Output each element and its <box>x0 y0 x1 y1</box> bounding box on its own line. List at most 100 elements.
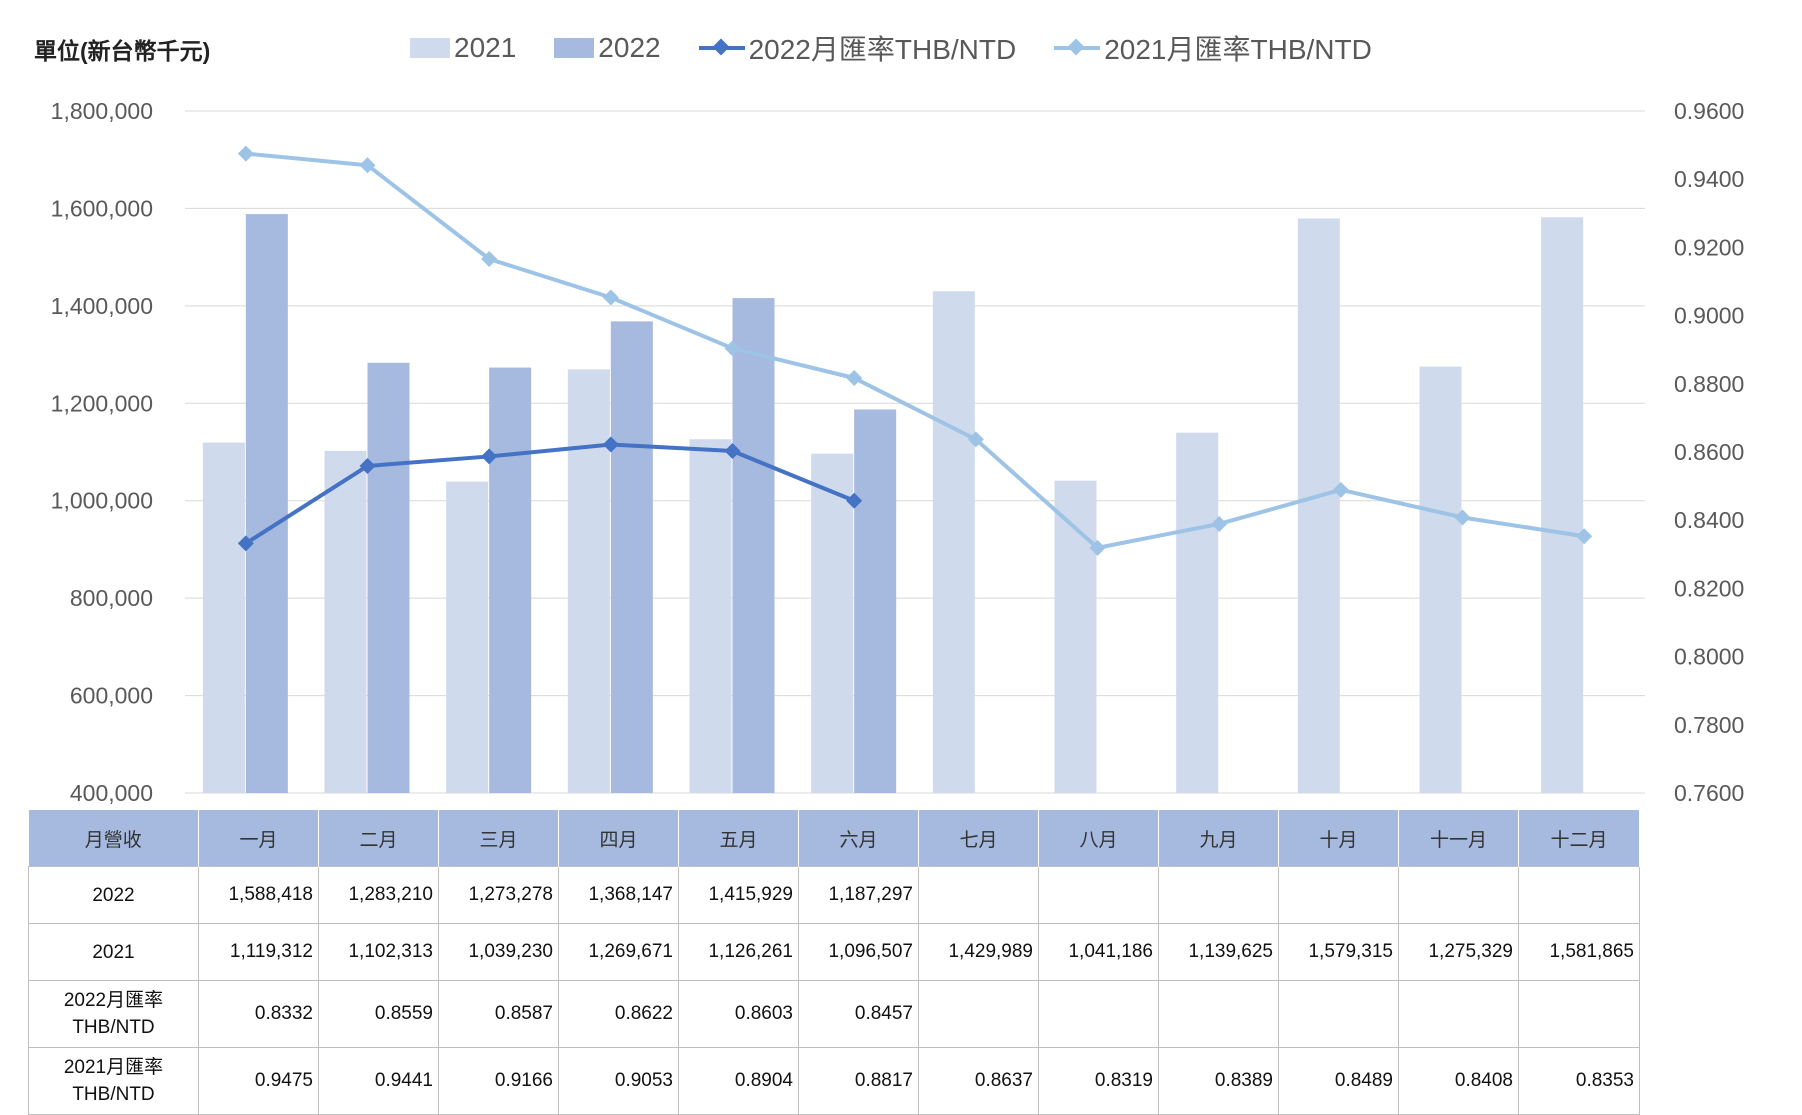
row-label: 2022月匯率 THB/NTD <box>28 980 199 1048</box>
line-marker <box>1576 528 1593 545</box>
table-cell <box>1158 866 1279 924</box>
row-label: 2021月匯率 THB/NTD <box>28 1047 199 1115</box>
combo-chart: 400,000 600,000 800,000 1,000,000 1,200,000 1… <box>51 98 1745 806</box>
row-label-line: 2021月匯率 <box>63 1057 164 1078</box>
table-row-2022-revenue: 2022 1,588,418 1,283,210 1,273,278 1,368… <box>28 866 1640 924</box>
bar-2021 <box>1176 432 1219 793</box>
month-header: 十一月 <box>1398 810 1519 867</box>
chart-legend: 2021 2022 2022月匯率THB/NTD 2021月匯率THB/NTD <box>410 28 1410 68</box>
table-cell: 1,126,261 <box>678 923 799 981</box>
month-header: 七月 <box>918 810 1039 867</box>
y-left-tick-label: 600,000 <box>70 683 153 709</box>
table-cell: 1,579,315 <box>1278 923 1399 981</box>
bar-2022 <box>854 409 897 793</box>
table-cell: 0.9475 <box>198 1047 319 1115</box>
legend-swatch-2022 <box>554 38 595 58</box>
bar-2021 <box>1054 480 1097 793</box>
table-cell <box>1398 866 1519 924</box>
line-marker <box>846 492 863 509</box>
table-cell: 1,039,230 <box>438 923 559 981</box>
table-cell: 0.8489 <box>1278 1047 1399 1115</box>
month-header: 三月 <box>438 810 559 867</box>
row-label: 2021 <box>28 923 199 981</box>
table-row-2021-revenue: 2021 1,119,312 1,102,313 1,039,230 1,269… <box>28 923 1640 981</box>
table-cell: 1,283,210 <box>318 866 439 924</box>
y-left-tick-label: 1,800,000 <box>51 98 153 124</box>
table-cell: 1,581,865 <box>1518 923 1640 981</box>
table-cell: 1,187,297 <box>798 866 919 924</box>
row-label-line: 2022月匯率 <box>63 990 164 1011</box>
bar-2021 <box>202 442 245 793</box>
table-cell <box>1038 866 1159 924</box>
legend-item-2021-rate: 2021月匯率THB/NTD <box>1054 28 1372 68</box>
table-cell: 0.8637 <box>918 1047 1039 1115</box>
month-header: 十二月 <box>1518 810 1640 867</box>
y-left-tick-label: 800,000 <box>70 585 153 611</box>
table-cell: 0.8457 <box>798 980 919 1048</box>
table-cell: 1,139,625 <box>1158 923 1279 981</box>
bar-2022 <box>610 321 653 793</box>
table-cell: 0.9166 <box>438 1047 559 1115</box>
month-header: 八月 <box>1038 810 1159 867</box>
bar-2021 <box>1541 217 1584 793</box>
month-header: 一月 <box>198 810 319 867</box>
bar-2021 <box>811 453 854 793</box>
line-marker <box>481 250 498 267</box>
table-cell: 0.8408 <box>1398 1047 1519 1115</box>
y-right-tick-label: 0.7800 <box>1674 712 1744 738</box>
table-cell: 0.8904 <box>678 1047 799 1115</box>
line-marker <box>967 431 984 448</box>
month-header: 六月 <box>798 810 919 867</box>
line-marker <box>1332 481 1349 498</box>
line-marker <box>237 145 254 162</box>
table-cell <box>1518 980 1640 1048</box>
month-header: 九月 <box>1158 810 1279 867</box>
table-cell: 1,588,418 <box>198 866 319 924</box>
legend-item-2022-rate: 2022月匯率THB/NTD <box>698 28 1017 68</box>
y-left-tick-label: 1,400,000 <box>51 293 153 319</box>
line-marker <box>1454 509 1471 526</box>
table-cell: 1,275,329 <box>1398 923 1519 981</box>
month-header: 五月 <box>678 810 799 867</box>
line-marker <box>359 457 376 474</box>
bar-2021 <box>1419 366 1462 793</box>
data-table: 月營收 一月 二月 三月 四月 五月 六月 七月 八月 九月 十月 十一月 十二… <box>28 810 1640 1115</box>
y-left-tick-label: 1,000,000 <box>51 488 153 514</box>
bar-2021 <box>446 481 489 793</box>
table-cell <box>1278 866 1399 924</box>
table-cell <box>918 980 1039 1048</box>
bar-2021 <box>932 291 975 793</box>
line-marker <box>1089 539 1106 556</box>
bar-2022 <box>489 367 532 793</box>
legend-label-2022-rate: 2022月匯率THB/NTD <box>748 34 1017 65</box>
legend-swatch-2021-rate <box>1054 38 1101 58</box>
month-header: 四月 <box>558 810 679 867</box>
table-cell: 1,119,312 <box>198 923 319 981</box>
line-marker <box>724 442 741 459</box>
line-series <box>245 151 1585 550</box>
y-left-tick-label: 1,200,000 <box>51 390 153 416</box>
line-marker <box>359 157 376 174</box>
table-cell: 0.8353 <box>1518 1047 1640 1115</box>
table-cell: 0.8332 <box>198 980 319 1048</box>
table-row-2022-rate: 2022月匯率 THB/NTD 0.8332 0.8559 0.8587 0.86… <box>28 980 1640 1048</box>
table-cell: 0.8603 <box>678 980 799 1048</box>
line-marker <box>602 289 619 306</box>
line-marker <box>724 340 741 357</box>
table-cell <box>1038 980 1159 1048</box>
table-cell <box>1278 980 1399 1048</box>
table-row-2021-rate: 2021月匯率 THB/NTD 0.9475 0.9441 0.9166 0.90… <box>28 1047 1640 1115</box>
bar-2022 <box>732 298 775 793</box>
table-cell: 0.9053 <box>558 1047 679 1115</box>
legend-label-2022: 2022 <box>598 32 661 63</box>
bar-2021 <box>567 369 610 793</box>
legend-swatch-2022-rate <box>698 38 745 58</box>
line-marker <box>846 370 863 387</box>
table-cell: 0.8319 <box>1038 1047 1159 1115</box>
legend-label-2021-rate: 2021月匯率THB/NTD <box>1104 34 1372 65</box>
bar-2021 <box>1297 218 1340 793</box>
line-series <box>244 442 855 546</box>
line-marker <box>481 448 498 465</box>
bar-2021 <box>324 450 367 793</box>
table-cell: 1,102,313 <box>318 923 439 981</box>
